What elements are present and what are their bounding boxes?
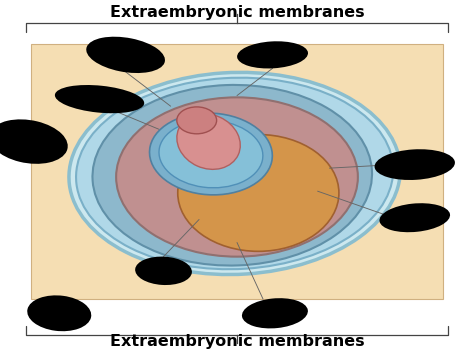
Ellipse shape	[116, 97, 358, 257]
Ellipse shape	[92, 85, 372, 266]
Ellipse shape	[27, 295, 91, 331]
Ellipse shape	[55, 85, 144, 113]
Text: Extraembryonic membranes: Extraembryonic membranes	[109, 334, 365, 349]
Ellipse shape	[86, 37, 165, 73]
Ellipse shape	[374, 149, 455, 180]
Ellipse shape	[178, 135, 339, 251]
Ellipse shape	[0, 119, 68, 164]
Ellipse shape	[149, 113, 273, 195]
Text: Extraembryonic membranes: Extraembryonic membranes	[109, 5, 365, 20]
Ellipse shape	[69, 72, 401, 275]
Ellipse shape	[177, 114, 240, 169]
Ellipse shape	[177, 107, 217, 134]
Ellipse shape	[380, 203, 450, 232]
Ellipse shape	[76, 78, 393, 269]
Ellipse shape	[135, 257, 192, 285]
Ellipse shape	[242, 298, 308, 329]
Ellipse shape	[237, 41, 308, 68]
Ellipse shape	[159, 120, 263, 188]
FancyBboxPatch shape	[31, 44, 443, 299]
